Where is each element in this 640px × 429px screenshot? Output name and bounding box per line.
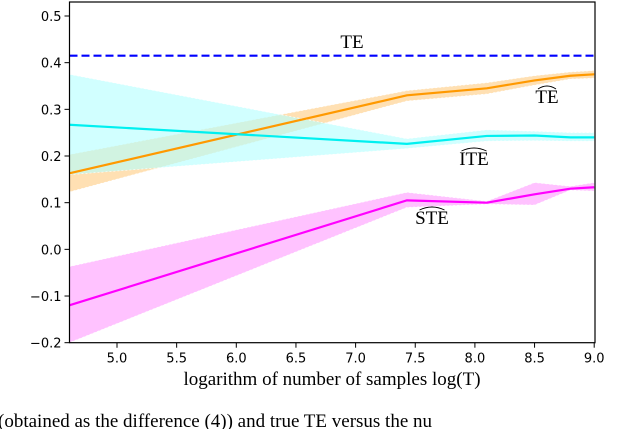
x-tick-label: 6.5: [286, 352, 307, 367]
band-ste-3: [68, 182, 595, 344]
caption-fragment: (obtained as the difference (4)) and tru…: [0, 411, 433, 429]
y-tick-label: 0.5: [41, 10, 62, 25]
y-tick-label: 0.3: [41, 103, 62, 118]
line-ste-3: [68, 186, 595, 307]
series-label-te-hat: TE: [535, 87, 558, 108]
y-tick-label: −0.1: [30, 290, 62, 305]
line-te-1: [69, 73, 595, 175]
x-tick-label: 9.0: [584, 352, 605, 367]
plot-frame: [68, 1, 596, 344]
y-tick-label: −0.2: [30, 337, 62, 352]
x-axis-label: logarithm of number of samples log(T): [183, 369, 480, 390]
x-tick-label: 7.5: [405, 352, 426, 367]
x-tick-label: 8.5: [524, 352, 545, 367]
hat-accent: [461, 147, 487, 152]
x-tick-label: 5.0: [107, 352, 128, 367]
x-tick-label: 7.0: [345, 352, 366, 367]
series-label-ste-hat: STE: [415, 208, 449, 229]
band-ite-2: [68, 73, 595, 176]
y-tick-label: 0.1: [41, 197, 62, 212]
x-tick-label: 6.0: [226, 352, 247, 367]
x-tick-label: 5.5: [166, 352, 187, 367]
y-tick-label: 0.0: [41, 243, 62, 258]
x-tick-label: 8.0: [465, 352, 486, 367]
line-ite-2: [69, 123, 595, 145]
hat-accent: [537, 85, 557, 90]
band-te-1: [68, 70, 595, 193]
series-label-te: TE: [340, 32, 363, 53]
hat-accent: [419, 206, 445, 211]
y-tick-label: 0.2: [41, 150, 62, 165]
y-tick-label: 0.4: [41, 57, 62, 72]
series-label-ite-hat: ITE: [459, 149, 489, 170]
